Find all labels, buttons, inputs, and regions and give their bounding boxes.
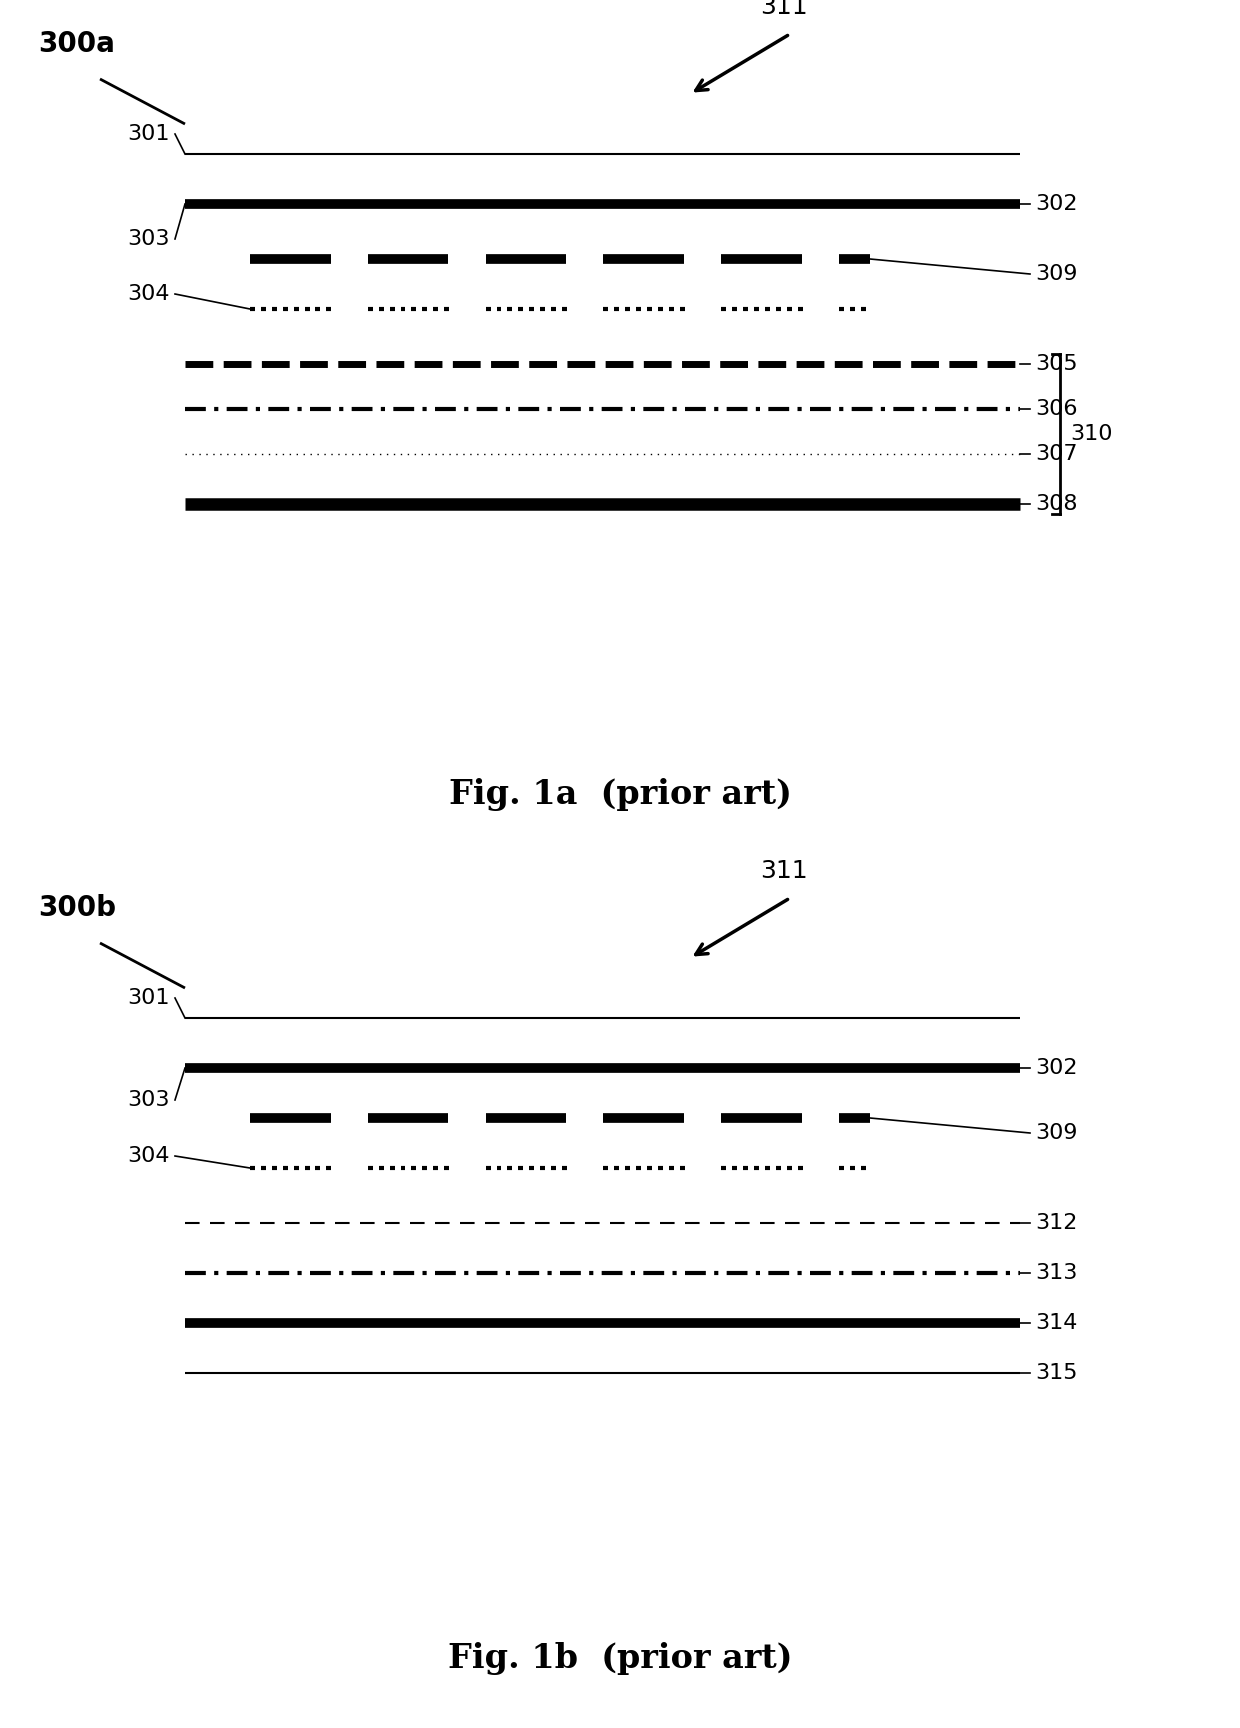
Text: 315: 315 [1035, 1363, 1078, 1382]
Text: 302: 302 [1035, 1058, 1078, 1078]
Text: 301: 301 [128, 124, 170, 143]
Text: 301: 301 [128, 988, 170, 1007]
Text: 309: 309 [1035, 264, 1078, 283]
Text: 302: 302 [1035, 194, 1078, 214]
Text: 309: 309 [1035, 1123, 1078, 1142]
Text: 313: 313 [1035, 1263, 1078, 1282]
Text: 311: 311 [760, 0, 807, 19]
Text: 314: 314 [1035, 1313, 1078, 1332]
Text: 308: 308 [1035, 494, 1078, 513]
Text: 307: 307 [1035, 444, 1078, 465]
Text: 312: 312 [1035, 1213, 1078, 1234]
Text: 304: 304 [128, 1146, 170, 1166]
Text: 306: 306 [1035, 399, 1078, 418]
Text: 303: 303 [128, 1090, 170, 1109]
Text: 305: 305 [1035, 354, 1078, 373]
Text: 303: 303 [128, 230, 170, 249]
Text: Fig. 1b  (prior art): Fig. 1b (prior art) [448, 1642, 792, 1676]
Text: 300b: 300b [38, 893, 117, 923]
Text: Fig. 1a  (prior art): Fig. 1a (prior art) [449, 778, 791, 812]
Text: 300a: 300a [38, 29, 115, 59]
Text: 310: 310 [1070, 423, 1112, 444]
Text: 311: 311 [760, 859, 807, 883]
Text: 304: 304 [128, 283, 170, 304]
